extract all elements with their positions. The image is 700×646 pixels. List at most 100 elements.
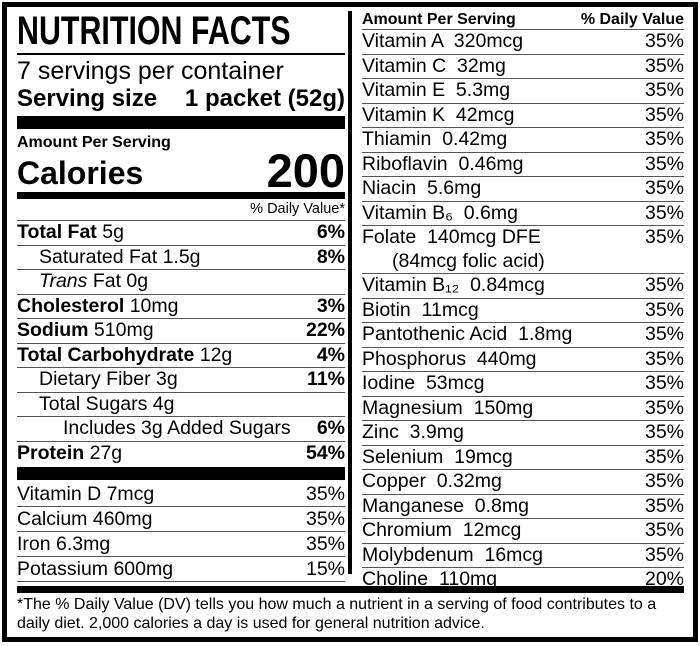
nutrient-label: Vitamin B₁₂ 0.84mcg bbox=[362, 274, 545, 297]
vitamin-row: Manganese 0.8mg 35% bbox=[362, 494, 684, 519]
nutrient-dv: 35% bbox=[644, 298, 684, 321]
nutrient-label: Selenium 19mcg bbox=[362, 445, 513, 468]
nutrient-rest: Saturated Fat 1.5g bbox=[39, 245, 201, 268]
vitamin-row: Biotin 11mcg 35% bbox=[362, 298, 684, 323]
vitamin-row: Vitamin B₆ 0.6mg 35% bbox=[362, 202, 684, 226]
vitamin-row: Vitamin C 32mg 35% bbox=[362, 55, 684, 79]
vitamin-row-line1: Selenium 19mcg 35% bbox=[362, 446, 684, 470]
serving-size-label: Serving size bbox=[17, 85, 158, 113]
nutrient-label: Total Fat 5g bbox=[17, 221, 124, 244]
vitamin-row: Vitamin B₁₂ 0.84mcg 35% bbox=[362, 274, 684, 299]
vitamin-row-line1: Vitamin C 32mg 35% bbox=[362, 55, 684, 79]
left-column: NUTRITION FACTS 7 servings per container… bbox=[17, 11, 345, 584]
micronutrient-rows: Vitamin D 7mcg 35% Calcium 460mg 35% Iron 6.… bbox=[17, 482, 345, 583]
nutrient-rest: 10mg bbox=[124, 294, 179, 317]
vitamin-row: Choline 110mg 20% bbox=[362, 568, 684, 592]
nutrient-rest: 510mg bbox=[88, 319, 154, 342]
vitamin-row-line1: Folate 140mcg DFE 35% bbox=[362, 226, 684, 250]
nutrient-row: Saturated Fat 1.5g 8% bbox=[17, 246, 345, 271]
nutrient-label: Dietary Fiber 3g bbox=[17, 368, 178, 391]
vitamin-row: Thiamin 0.42mg 35% bbox=[362, 128, 684, 153]
nutrient-label: Total Sugars 4g bbox=[17, 393, 175, 416]
nutrient-dv: 35% bbox=[644, 128, 684, 151]
calories-label: Calories bbox=[17, 155, 144, 192]
medium-divider-bar bbox=[17, 192, 345, 200]
vitamin-row: Copper 0.32mg 35% bbox=[362, 470, 684, 495]
amount-per-serving-label: Amount Per Serving bbox=[17, 134, 171, 152]
nutrient-label: Thiamin 0.42mg bbox=[362, 128, 508, 151]
nutrient-label: Choline 110mg bbox=[362, 568, 498, 591]
vitamin-row-line1: Zinc 3.9mg 35% bbox=[362, 421, 684, 445]
footnote-section: *The % Daily Value (DV) tells you how mu… bbox=[17, 586, 684, 633]
nutrient-label: Vitamin K 42mcg bbox=[362, 103, 515, 126]
vitamin-row: Selenium 19mcg 35% bbox=[362, 446, 684, 470]
vitamin-row: Iodine 53mcg 35% bbox=[362, 372, 684, 397]
nutrient-rest: 27g bbox=[84, 441, 123, 464]
nutrient-label: Riboflavin 0.46mg bbox=[362, 152, 524, 175]
nutrient-dv: 20% bbox=[644, 568, 684, 591]
nutrient-dv: 35% bbox=[644, 494, 684, 517]
nutrient-row: Total Fat 5g 6% bbox=[17, 221, 345, 246]
nutrient-dv: 35% bbox=[644, 347, 684, 370]
nutrient-dv: 35% bbox=[644, 396, 684, 419]
macronutrient-rows: Total Fat 5g 6% Saturated Fat 1.5g 8% Trans … bbox=[17, 221, 345, 465]
nutrient-rest: Dietary Fiber 3g bbox=[39, 368, 178, 391]
vitamin-row-line1: Vitamin B₆ 0.6mg 35% bbox=[362, 202, 684, 226]
nutrient-row: Sodium 510mg 22% bbox=[17, 319, 345, 344]
title-block: NUTRITION FACTS bbox=[17, 11, 345, 56]
nutrient-label: Molybdenum 16mcg bbox=[362, 543, 544, 566]
vitamin-rows: Vitamin A 320mcg 35% Vitamin C 32mg 35% Vita… bbox=[362, 30, 684, 592]
nutrient-label: Vitamin B₆ 0.6mg bbox=[362, 201, 518, 224]
vitamin-row-line1: Vitamin B₁₂ 0.84mcg 35% bbox=[362, 274, 684, 298]
nutrient-dv: 35% bbox=[644, 323, 684, 346]
nutrient-label: Copper 0.32mg bbox=[362, 470, 502, 493]
calories-row: Calories 200 bbox=[17, 144, 345, 198]
nutrient-name: Total Fat bbox=[17, 221, 97, 244]
nutrient-dv: 54% bbox=[305, 441, 345, 464]
nutrient-dv: 35% bbox=[644, 54, 684, 77]
nutrient-label: Manganese 0.8mg bbox=[362, 494, 529, 517]
vitamin-row: Riboflavin 0.46mg 35% bbox=[362, 153, 684, 177]
nutrient-dv: 6% bbox=[316, 417, 345, 440]
column-divider bbox=[348, 11, 352, 574]
nutrient-dv: 35% bbox=[644, 177, 684, 200]
nutrient-row: Includes 3g Added Sugars 6% bbox=[17, 417, 345, 442]
calories-value: 200 bbox=[266, 144, 345, 198]
vitamin-row-line1: Riboflavin 0.46mg 35% bbox=[362, 153, 684, 177]
nutrient-dv: 11% bbox=[307, 368, 345, 391]
nutrient-label: Iodine 53mcg bbox=[362, 372, 485, 395]
nutrient-dv: 35% bbox=[644, 543, 684, 566]
nutrient-dv: 8% bbox=[316, 245, 345, 268]
nutrient-label: Vitamin C 32mg bbox=[362, 54, 506, 77]
nutrient-row: Total Sugars 4g bbox=[17, 393, 345, 418]
nutrient-row: Iron 6.3mg 35% bbox=[17, 532, 345, 558]
nutrient-dv: 6% bbox=[316, 221, 345, 244]
nutrient-label: Cholesterol 10mg bbox=[17, 295, 178, 318]
vitamin-row-line1: Vitamin K 42mcg 35% bbox=[362, 104, 684, 128]
servings-per-container: 7 servings per container bbox=[17, 57, 284, 86]
nutrient-label: Protein 27g bbox=[17, 442, 122, 465]
nutrient-rest: Fat 0g bbox=[87, 270, 149, 293]
label-columns: NUTRITION FACTS 7 servings per container… bbox=[17, 11, 684, 590]
protein-divider-bar bbox=[17, 467, 345, 481]
nutrient-dv: 35% bbox=[644, 103, 684, 126]
vitamin-row: Folate 140mcg DFE 35% (84mcg folic acid) bbox=[362, 226, 684, 274]
nutrient-label: Total Carbohydrate 12g bbox=[17, 344, 232, 367]
vitamin-row: Chromium 12mcg 35% bbox=[362, 519, 684, 544]
serving-size-row: Serving size 1 packet (52g) bbox=[17, 85, 345, 113]
nutrient-rest: 5g bbox=[96, 221, 124, 244]
nutrient-label: Zinc 3.9mg bbox=[362, 421, 464, 444]
nutrient-label: Folate 140mcg DFE bbox=[362, 226, 541, 249]
nutrient-label: Vitamin A 320mcg bbox=[362, 30, 524, 53]
nutrient-label: Magnesium 150mg bbox=[362, 396, 534, 419]
right-header-amount: Amount Per Serving bbox=[362, 11, 516, 28]
vitamin-row: Vitamin A 320mcg 35% bbox=[362, 30, 684, 55]
right-column: Amount Per Serving % Daily Value Vitamin… bbox=[352, 11, 684, 590]
vitamin-row-line1: Phosphorus 440mg 35% bbox=[362, 348, 684, 372]
nutrient-label: Trans Fat 0g bbox=[17, 270, 148, 293]
nutrient-dv: 35% bbox=[644, 152, 684, 175]
nutrient-name: Total Carbohydrate bbox=[17, 343, 195, 366]
nutrient-label: Vitamin E 5.3mg bbox=[362, 79, 511, 102]
vitamin-row-line1: Choline 110mg 20% bbox=[362, 568, 684, 592]
serving-size-value: 1 packet (52g) bbox=[184, 85, 345, 113]
